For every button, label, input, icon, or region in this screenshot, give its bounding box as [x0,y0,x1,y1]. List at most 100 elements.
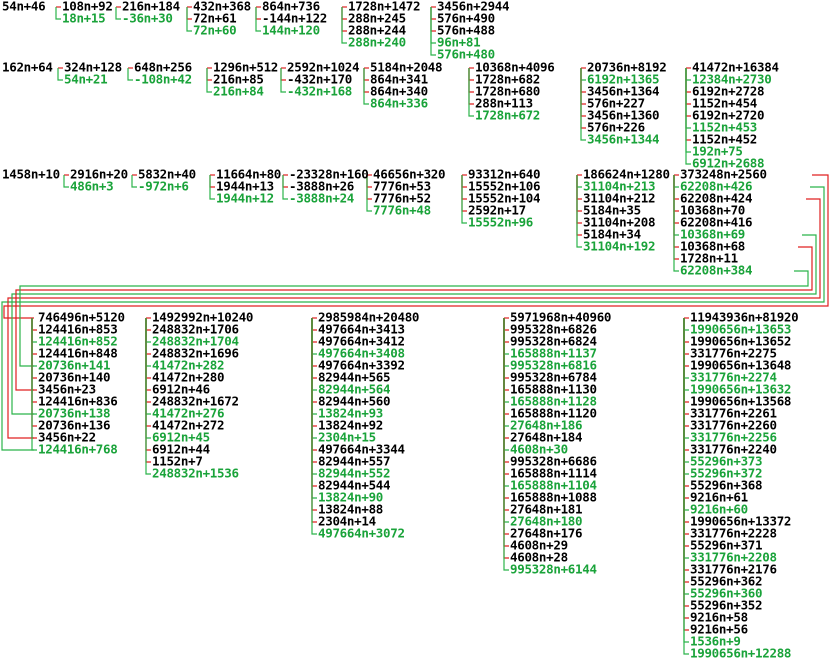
connector [580,68,586,81]
expression: 288n+240 [348,35,406,50]
connector [683,318,689,595]
connector [186,7,192,32]
expression: 2592n+17 [468,203,526,218]
expression: 864n+341 [370,72,428,87]
expression: 1990656n+13652 [690,334,791,349]
expression: 331776n+2274 [690,370,777,385]
connector [580,68,586,129]
connector [19,270,809,367]
expression: 124416n+848 [38,346,117,361]
expression: 41472n+280 [152,370,224,385]
expression: 6192n+2728 [692,84,764,99]
expression: 864n+736 [262,0,320,14]
expression: 20736n+138 [38,406,110,421]
expression: 55296n+372 [690,466,762,481]
expression: 72n+61 [193,11,236,26]
expression: 216n+85 [213,72,264,87]
wrap-connectors [1,6,829,655]
connector [673,175,679,212]
expression: 1536n+9 [690,634,741,649]
expression: 7776n+53 [373,179,431,194]
connector [311,318,317,523]
connector [31,318,37,427]
expression: 55296n+373 [690,454,762,469]
connector [430,7,436,20]
connector [503,318,509,355]
connector [311,318,317,499]
expression: 331776n+2260 [690,418,777,433]
connector [503,318,509,571]
expression: 9216n+56 [690,622,748,637]
connector [341,7,347,20]
expression: 82944n+557 [318,454,390,469]
expression: -36n+30 [122,11,173,26]
expression: 124416n+768 [38,442,117,457]
expression: 13824n+93 [318,406,383,421]
expression: 27648n+186 [510,418,582,433]
expression: 1728n+682 [475,72,540,87]
expression: 4608n+29 [510,538,568,553]
expression: 1990656n+12288 [690,646,791,661]
expression: 54n+21 [64,72,107,87]
expression: 576n+480 [437,47,495,62]
expression: 995328n+6824 [510,334,597,349]
expression: 13824n+92 [318,418,383,433]
expression: 186624n+1280 [583,167,670,182]
expression: 576n+227 [587,96,645,111]
expression: 331776n+2228 [690,526,777,541]
connector [673,175,679,272]
expression: 20736n+136 [38,418,110,433]
expression: 27648n+184 [510,430,582,445]
connector [683,318,689,523]
expression: 11664n+80 [216,167,281,182]
expression: 497664n+3344 [318,442,405,457]
expression: 55296n+371 [690,538,762,553]
expression: 1944n+12 [216,191,274,206]
expression: 7776n+52 [373,191,431,206]
expression: 6912n+46 [152,382,210,397]
connector [145,318,151,427]
expression: 4608n+28 [510,550,568,565]
expression: 1990656n+13648 [690,358,791,373]
expression: 4608n+30 [510,442,568,457]
expression: 20736n+141 [38,358,110,373]
connector [31,318,37,379]
expression: 2985984n+20480 [318,310,419,325]
connector [503,318,509,331]
expression: 62208n+424 [680,191,752,206]
expression: 10368n+4096 [475,60,554,75]
expression: 62208n+426 [680,179,752,194]
expression: 6912n+44 [152,442,210,457]
connector [311,318,317,331]
expression: 27648n+181 [510,502,582,517]
connector [3,174,829,319]
expression: 165888n+1130 [510,382,597,397]
connector [127,68,133,81]
expression: 248832n+1704 [152,334,239,349]
connector [461,175,467,212]
expression: 3456n+1364 [587,84,659,99]
expression: 54n+46 [2,0,45,14]
connector [685,68,691,81]
connector [15,246,813,391]
connector [145,318,151,355]
connector [55,7,61,20]
connector [31,318,37,355]
expression: 27648n+176 [510,526,582,541]
connector [683,318,689,427]
connector [363,68,369,105]
connector [430,7,436,44]
connector [145,318,151,475]
connector [683,318,689,451]
connector [683,318,689,571]
expression: 1944n+13 [216,179,274,194]
expression: 20736n+8192 [587,60,666,75]
expression: 165888n+1114 [510,466,597,481]
connector [503,318,509,451]
expression: 2304n+14 [318,514,376,529]
connector [503,318,509,427]
expression: 55296n+362 [690,574,762,589]
expression: 124416n+836 [38,394,117,409]
connector [685,68,691,165]
